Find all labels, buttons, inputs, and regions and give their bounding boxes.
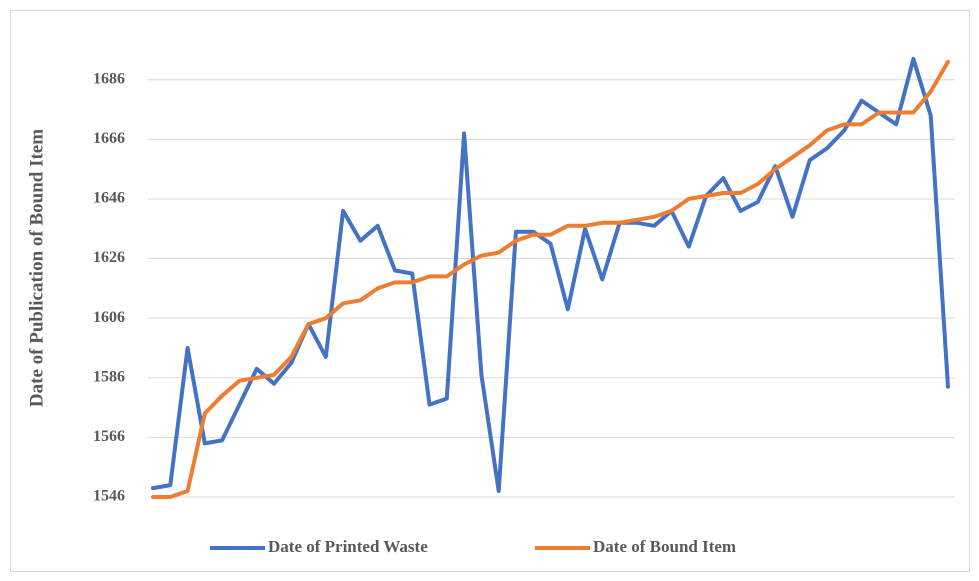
y-axis-title: Date of Publication of Bound Item — [26, 129, 47, 407]
y-tick-label: 1646 — [93, 190, 125, 207]
y-tick-label: 1626 — [93, 249, 125, 266]
y-tick-label: 1566 — [93, 428, 125, 445]
line-series — [151, 59, 950, 499]
y-tick-label: 1586 — [93, 368, 125, 385]
y-tick-label: 1686 — [93, 70, 125, 87]
y-tick-label: 1546 — [93, 488, 125, 505]
y-tick-label: 1606 — [93, 309, 125, 326]
legend-label: Date of Printed Waste — [268, 537, 428, 556]
y-tick-label: 1666 — [93, 130, 125, 147]
legend-label: Date of Bound Item — [593, 537, 736, 556]
line-series — [151, 56, 950, 493]
